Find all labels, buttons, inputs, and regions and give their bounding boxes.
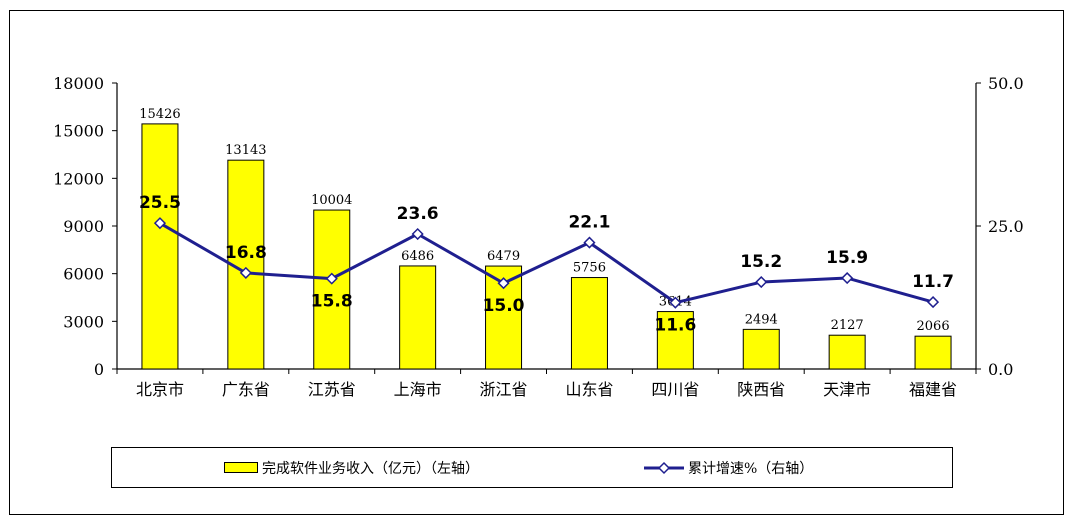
category-label: 福建省 [909,380,957,399]
growth-point [497,277,510,290]
category-label: 天津市 [823,380,871,399]
category-label: 上海市 [394,380,442,399]
category-label: 陕西省 [737,380,785,399]
growth-point [755,275,768,289]
left-axis-tick-label: 18000 [53,74,104,93]
growth-value-label: 25.5 [139,193,181,213]
left-axis-tick-label: 15000 [53,122,104,141]
bar-value-label: 2494 [745,312,778,327]
bar-value-label: 2127 [831,318,864,333]
category-label: 浙江省 [480,380,528,399]
right-axis-tick-label: 50.0 [988,74,1024,93]
growth-point [841,271,854,285]
bar-value-label: 2066 [917,319,950,334]
category-label: 山东省 [565,380,613,399]
growth-value-label: 15.9 [826,248,868,268]
growth-value-label: 22.1 [568,213,610,233]
bar-value-label: 6479 [487,249,520,264]
bar [570,277,608,370]
bar [313,209,351,370]
growth-value-label: 15.0 [483,296,525,316]
growth-point [583,236,596,249]
growth-value-label: 11.6 [654,316,696,336]
bar [914,335,952,370]
left-axis-tick-label: 0 [94,360,104,379]
growth-point [411,227,424,241]
category-label: 江苏省 [308,380,356,399]
legend-item-bars: 完成软件业务收入（亿元）（左轴） [224,448,479,487]
chart-frame [9,10,1064,515]
category-label: 四川省 [651,380,699,399]
chart-legend: 完成软件业务收入（亿元）（左轴） 累计增速%（右轴） [111,447,953,488]
bar [656,311,694,370]
growth-value-label: 23.6 [397,204,439,224]
bar-value-label: 6486 [401,249,434,264]
growth-point [325,272,338,285]
growth-value-label: 15.8 [311,292,353,312]
bar [828,334,866,370]
legend-item-line: 累计增速%（右轴） [644,448,813,487]
growth-point [239,266,252,279]
legend-label-bars: 完成软件业务收入（亿元）（左轴） [262,460,479,477]
growth-value-label: 16.8 [225,243,267,263]
growth-value-label: 15.2 [740,252,782,272]
bar-value-label: 13143 [225,143,266,158]
category-label: 广东省 [222,380,270,399]
bar [399,265,437,370]
legend-line-swatch [644,461,684,474]
bar-value-label: 15426 [139,107,180,122]
growth-point [926,296,940,309]
legend-label-line: 累计增速%（右轴） [688,460,814,477]
bar [742,328,780,370]
growth-line [159,221,934,305]
bar [141,123,179,370]
left-axis-tick-label: 9000 [63,217,104,236]
left-axis-tick-label: 3000 [63,312,104,331]
growth-point [669,296,682,309]
category-label: 北京市 [136,380,184,399]
growth-point [153,217,167,230]
left-axis-tick-label: 6000 [63,265,104,284]
bar-value-label: 10004 [311,193,352,208]
growth-value-label: 11.7 [912,272,954,292]
right-axis-tick-label: 25.0 [988,217,1024,236]
left-axis-tick-label: 12000 [53,169,104,188]
legend-bar-swatch [224,462,258,473]
bar-value-label: 5756 [573,261,606,276]
right-axis-tick-label: 0.0 [988,360,1013,379]
